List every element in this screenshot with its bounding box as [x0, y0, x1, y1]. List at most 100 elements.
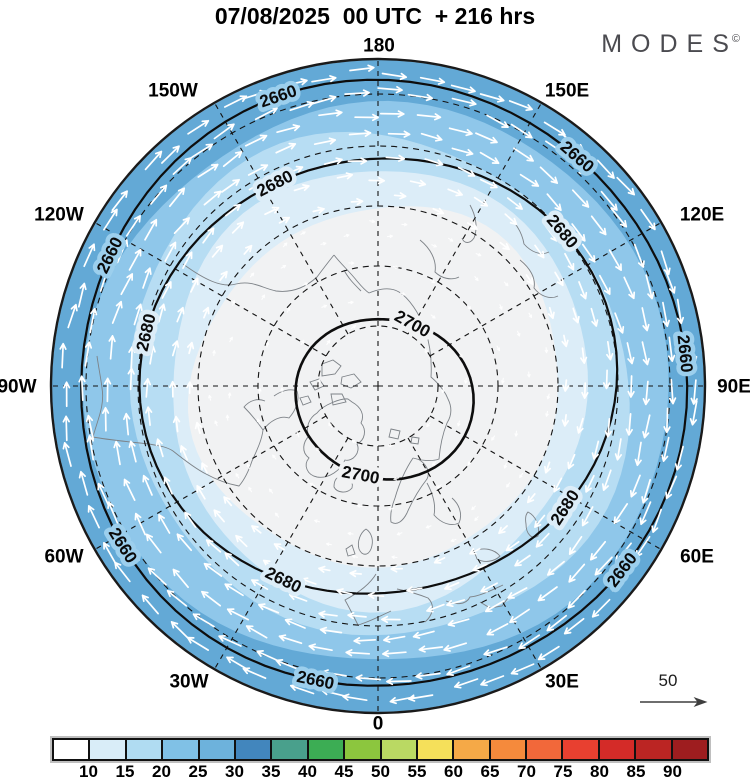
longitude-label: 90E	[717, 377, 750, 398]
wind-arrow	[518, 634, 541, 650]
longitude-label: 150W	[148, 81, 198, 102]
wind-arrow	[251, 525, 262, 534]
wind-arrow	[392, 265, 399, 269]
wind-arrow	[164, 241, 177, 262]
wind-arrow	[247, 164, 269, 176]
wind-arrow	[546, 560, 565, 576]
wind-arrow	[567, 453, 576, 470]
wind-arrow	[85, 414, 95, 440]
wind-arrow	[142, 267, 152, 289]
wind-arrow	[543, 121, 566, 136]
wind-arrow	[664, 269, 676, 294]
wind-arrow	[377, 85, 403, 94]
colorbar-tick-label: 70	[517, 762, 536, 781]
wind-arrow	[568, 535, 583, 555]
wind-arrow	[431, 460, 437, 466]
wind-arrow	[111, 190, 128, 212]
wind-arrow	[202, 306, 210, 319]
wind-arrow	[469, 547, 481, 555]
wind-arrow	[226, 656, 249, 671]
colorbar-box	[563, 740, 600, 759]
wind-arrow	[623, 276, 636, 300]
wind-arrow	[466, 304, 472, 310]
wind-arrow	[441, 387, 445, 394]
wind-arrow	[145, 406, 153, 426]
wind-arrow	[546, 193, 562, 212]
wind-arrow	[133, 303, 143, 326]
wind-arrow	[381, 72, 408, 81]
wind-arrow	[568, 563, 586, 583]
wind-arrow	[385, 154, 406, 162]
wind-arrow	[499, 241, 510, 251]
wind-arrow	[351, 475, 358, 479]
wind-arrow	[300, 339, 305, 346]
colorbar-tick-label: 30	[225, 762, 244, 781]
wind-arrow	[448, 127, 473, 137]
wind-arrow	[170, 621, 190, 640]
colorbar-tick-label: 50	[371, 762, 390, 781]
wind-arrow	[537, 645, 560, 661]
wind-arrow	[293, 184, 310, 192]
wind-arrow	[409, 179, 427, 187]
wind-arrow	[641, 307, 650, 332]
wind-arrow	[62, 415, 70, 442]
wind-arrow	[161, 145, 180, 164]
wind-arrow	[318, 565, 331, 573]
wind-arrow	[501, 377, 505, 384]
wind-arrow	[248, 179, 266, 191]
wind-arrow	[231, 221, 245, 234]
wind-arrow	[97, 482, 110, 507]
wind-arrow	[450, 538, 457, 543]
wind-arrow	[479, 93, 505, 103]
wind-arrow	[176, 306, 185, 323]
wind-arrow	[391, 555, 398, 559]
wind-arrow	[268, 488, 274, 494]
wind-arrow	[600, 190, 618, 211]
wind-arrow	[663, 407, 671, 434]
wind-arrow	[386, 234, 394, 239]
wind-arrow	[280, 265, 287, 269]
coastline	[388, 428, 420, 445]
meridian-line	[214, 103, 349, 335]
wind-arrow	[519, 173, 540, 187]
wind-arrow	[527, 371, 531, 378]
wind-arrow	[208, 394, 212, 401]
wind-arrow	[274, 512, 280, 518]
wind-arrow	[591, 598, 611, 618]
colorbar-tick-label: 55	[407, 762, 427, 781]
wind-arrow	[336, 588, 353, 596]
wind-arrow	[302, 282, 309, 286]
wind-arrow	[226, 608, 250, 621]
modes-logo: MODES©	[601, 30, 740, 59]
wind-arrow	[351, 439, 357, 444]
wind-arrow	[219, 270, 228, 282]
wind-arrow	[496, 345, 501, 352]
wind-arrow	[150, 184, 168, 205]
wind-arrow	[641, 478, 652, 504]
wind-arrow	[86, 435, 95, 461]
wind-arrow	[278, 634, 303, 645]
wind-arrow	[196, 485, 206, 500]
wind-arrow	[388, 443, 395, 448]
wind-arrow	[275, 142, 297, 154]
wind-arrow	[578, 281, 588, 300]
wind-arrow	[443, 642, 468, 652]
wind-arrow	[467, 459, 472, 466]
band-4	[188, 206, 558, 568]
wind-arrow	[171, 340, 180, 357]
colorbar-tick-label: 25	[188, 762, 208, 781]
wind-arrow	[179, 445, 189, 461]
wind-arrow	[347, 531, 354, 536]
wind-arrow	[221, 178, 240, 193]
wind-arrow	[280, 387, 284, 394]
colorbar-tick-label: 85	[626, 762, 646, 781]
wind-arrow	[223, 496, 233, 507]
wind-arrow	[598, 274, 611, 295]
wind-arrow	[389, 696, 415, 705]
height-contours	[80, 78, 689, 687]
wind-arrow	[601, 469, 612, 491]
wind-arrow	[326, 339, 331, 346]
wind-arrow	[396, 532, 403, 536]
wind-arrow	[116, 239, 129, 264]
wind-arrow	[676, 298, 685, 325]
